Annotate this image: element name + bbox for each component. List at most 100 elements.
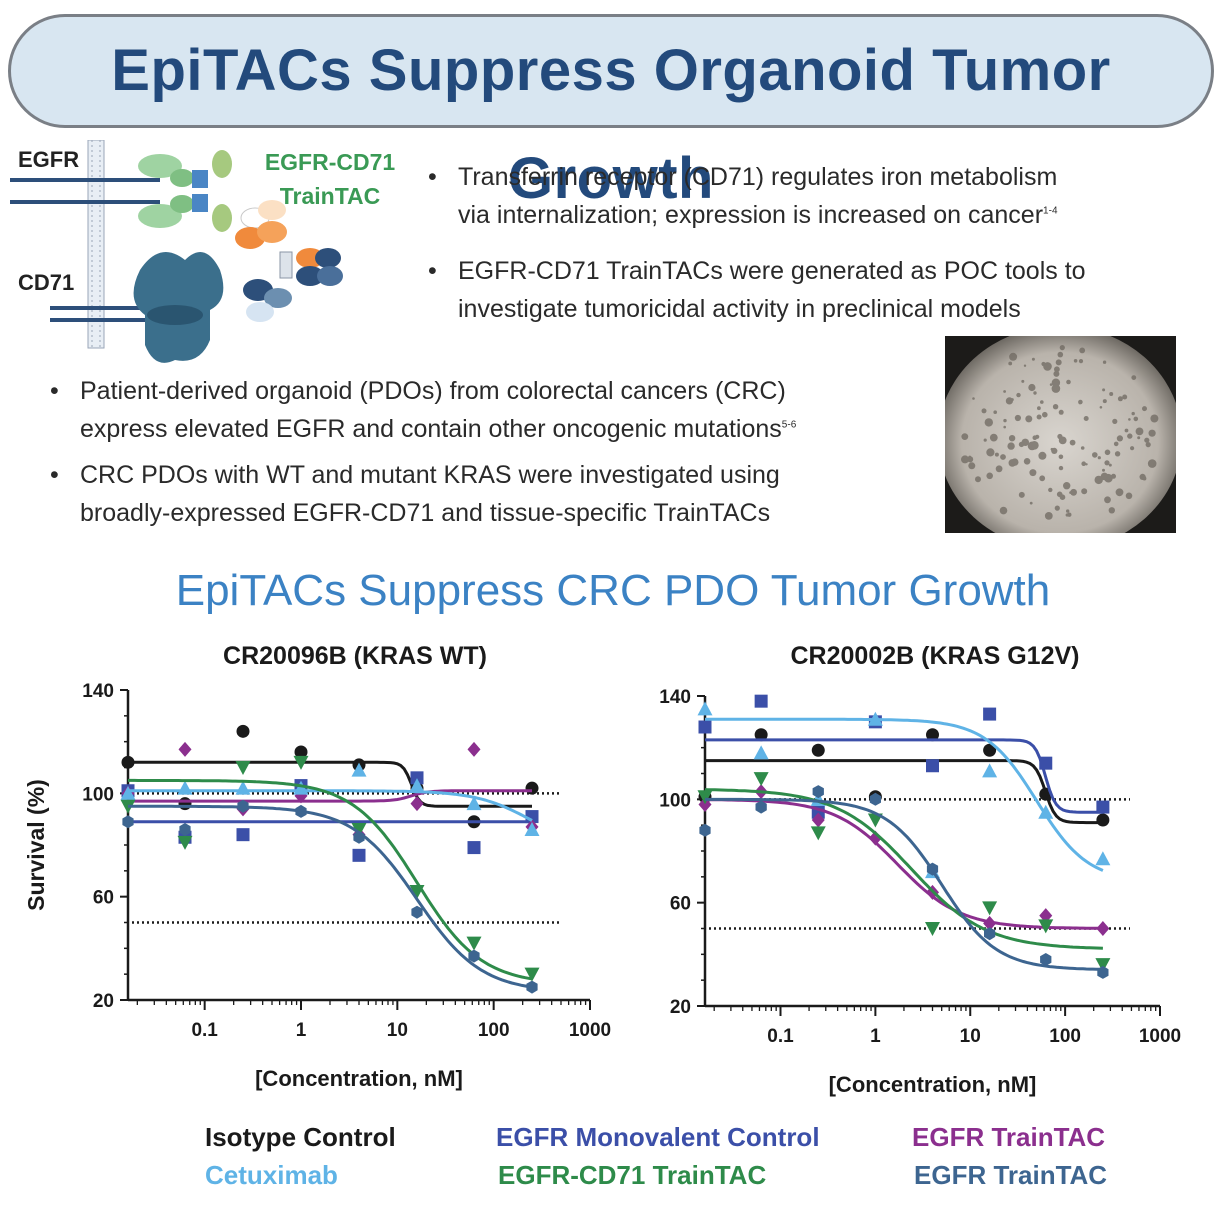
y-tick-label: 60 — [93, 888, 114, 909]
organoid-dot — [1130, 446, 1135, 451]
data-point — [467, 841, 481, 855]
x-tick-label: 1 — [296, 1020, 307, 1041]
organoid-dot — [1038, 451, 1047, 460]
data-point — [524, 967, 540, 982]
organoid-dot — [994, 452, 999, 457]
chart-2: CR20002B (KRAS G12V) 20 60 100 140 0.1 1 10 100 1… — [659, 642, 1181, 1097]
organoid-dot — [1066, 509, 1070, 513]
construct-label-line2: TrainTAC — [280, 183, 381, 209]
organoid-dot — [1114, 451, 1121, 457]
construct-label-line1: EGFR-CD71 — [265, 149, 396, 175]
fit-curve — [705, 797, 1103, 971]
organoid-dot — [1058, 454, 1064, 460]
data-point — [811, 812, 825, 828]
data-point — [982, 763, 998, 778]
data-point — [869, 792, 881, 806]
data-point — [235, 761, 251, 775]
organoid-dot — [1057, 351, 1064, 358]
data-point — [1095, 851, 1111, 866]
data-point — [525, 781, 539, 795]
x-tick-label: 0.1 — [191, 1020, 218, 1041]
data-point — [926, 759, 939, 773]
data-point — [524, 822, 540, 836]
organoid-dot — [1037, 406, 1041, 411]
y-tick-label: 100 — [659, 790, 691, 811]
series-1 — [698, 728, 1110, 827]
data-point — [121, 755, 135, 769]
data-point — [236, 828, 250, 842]
organoid-dot — [1051, 378, 1061, 387]
data-point — [926, 728, 939, 742]
data-point — [1038, 919, 1054, 934]
organoid-dot — [1128, 418, 1131, 421]
data-point — [122, 815, 134, 829]
organoid-dot — [986, 472, 993, 480]
organoid-dot — [1137, 436, 1141, 440]
x-tick-label: 10 — [387, 1020, 408, 1041]
data-point — [753, 772, 769, 787]
organoid-dot — [1127, 433, 1133, 439]
y-tick-label: 60 — [670, 894, 691, 915]
y-tick-label: 20 — [93, 991, 114, 1012]
organoid-dot — [1023, 364, 1027, 367]
data-point — [294, 745, 308, 759]
data-point — [526, 980, 538, 994]
data-point — [810, 826, 826, 841]
data-point — [1096, 800, 1110, 814]
data-point — [468, 949, 480, 963]
organoid-dot — [1116, 435, 1123, 442]
cd71-receptor-icon — [133, 252, 224, 363]
traintac-schematic: EGFR CD71 EGFR-CD71 TrainTAC — [10, 140, 396, 363]
organoid-dot — [1050, 447, 1054, 451]
data-point — [1039, 756, 1053, 770]
organoid-dot — [1058, 465, 1064, 471]
data-point — [293, 780, 309, 795]
organoid-dot — [1018, 491, 1025, 498]
data-point — [1040, 953, 1052, 966]
data-point — [1097, 965, 1109, 979]
data-point — [1096, 813, 1110, 827]
data-point — [352, 848, 366, 862]
bullet-traintac-generation: • EGFR-CD71 TrainTACs were generated as … — [428, 257, 1086, 323]
y-tick-label: 100 — [82, 784, 114, 805]
data-point — [868, 830, 882, 846]
organoid-dot — [1099, 406, 1103, 409]
series-1 — [121, 724, 539, 829]
x-axis-label: [Concentration, nM] — [829, 1072, 1037, 1097]
organoid-dot — [1142, 476, 1147, 481]
organoid-dot — [1054, 505, 1060, 511]
x-tick-label: 1000 — [569, 1020, 611, 1041]
data-point — [698, 720, 712, 734]
data-point — [120, 785, 136, 800]
data-point — [353, 830, 365, 844]
organoid-dot — [1043, 362, 1052, 371]
organoid-dot — [1097, 456, 1101, 460]
organoid-dot — [1028, 383, 1036, 392]
organoid-dot — [1104, 460, 1110, 466]
organoid-dot — [1008, 459, 1017, 467]
page-title: EpiTACs Suppress Organoid Tumor Growth — [111, 38, 1111, 211]
data-point — [466, 796, 482, 811]
organoid-dot — [1067, 512, 1072, 517]
data-point — [409, 778, 425, 793]
organoid-dot — [1081, 488, 1088, 495]
organoid-dot — [1112, 418, 1118, 424]
chart-title: CR20096B (KRAS WT) — [223, 642, 487, 670]
organoid-dot — [1049, 383, 1053, 386]
data-point — [699, 823, 711, 837]
organoid-dot — [1113, 441, 1119, 447]
data-point — [177, 835, 193, 850]
organoid-dot — [1054, 366, 1060, 373]
organoid-dot — [1104, 496, 1111, 504]
y-tick-label: 20 — [670, 997, 691, 1018]
organoid-dot — [1066, 379, 1071, 385]
data-point — [351, 762, 367, 777]
organoid-dot — [993, 410, 997, 414]
organoid-dot — [1104, 449, 1111, 456]
data-point — [293, 755, 309, 770]
fit-curve — [128, 778, 533, 981]
organoid-dot — [1000, 454, 1006, 460]
organoid-dot — [1102, 399, 1107, 404]
organoid-dot — [1078, 359, 1084, 364]
data-point — [811, 743, 825, 757]
